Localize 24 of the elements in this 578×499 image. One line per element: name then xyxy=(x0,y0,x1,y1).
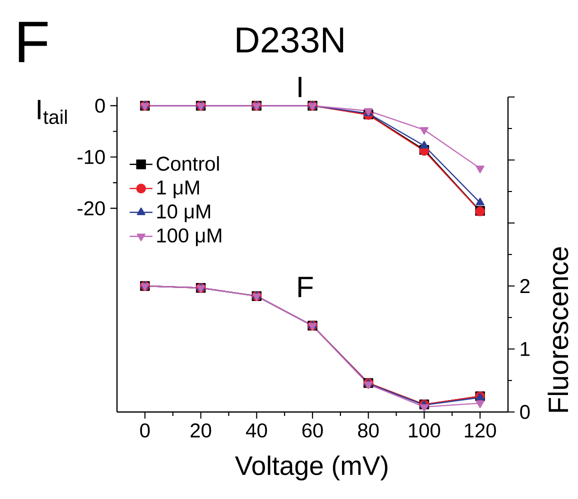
y-tick-label: -20 xyxy=(78,201,105,216)
chart-title: D233N xyxy=(236,27,344,53)
legend-label: 100 μM xyxy=(157,228,222,246)
text: F xyxy=(18,22,48,62)
y2-tick-label: 1 xyxy=(520,342,530,356)
legend-label: 1 μM xyxy=(157,180,199,198)
legend-label: 10 μM xyxy=(157,204,210,222)
y2-axis-title: Fluorescence xyxy=(548,247,568,412)
x-axis-title: Voltage (mV) xyxy=(235,456,388,480)
annotation: I xyxy=(298,76,302,98)
x-tick-label: 120 xyxy=(464,423,496,438)
x-tick-label: 20 xyxy=(190,423,212,438)
y2-tick-label: 0 xyxy=(520,404,530,420)
y-axis-title: I$_{tail}$ xyxy=(38,100,67,124)
x-tick-label: 100 xyxy=(409,423,440,438)
x-tick-label: 40 xyxy=(246,423,267,438)
y-tick-label: -10 xyxy=(78,150,105,164)
annotation: F xyxy=(298,276,313,298)
x-tick-label: 0 xyxy=(140,423,150,438)
legend-label: Control xyxy=(156,156,219,171)
x-tick-label: 60 xyxy=(302,423,323,438)
x-tick-label: 80 xyxy=(358,423,379,438)
y2-tick-label: 2 xyxy=(520,279,530,293)
y-tick-label: 0 xyxy=(95,98,105,113)
